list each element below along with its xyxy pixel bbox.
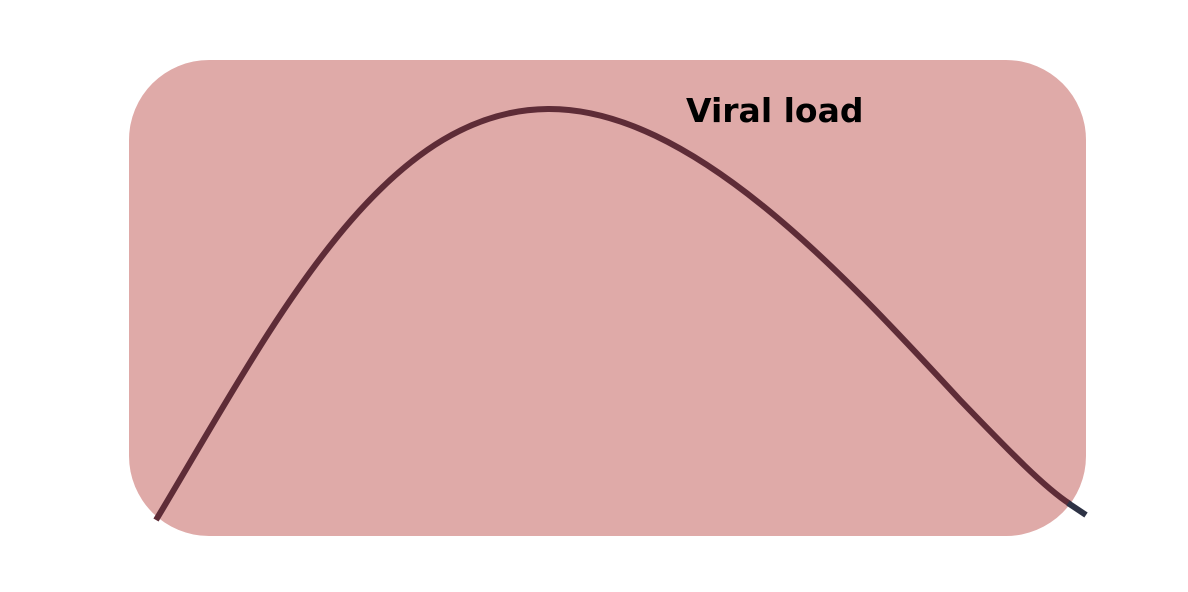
viral-load-label: Viral load: [686, 91, 864, 130]
panel-background: [129, 60, 1086, 536]
viral-load-curve-tail: [1068, 503, 1086, 515]
